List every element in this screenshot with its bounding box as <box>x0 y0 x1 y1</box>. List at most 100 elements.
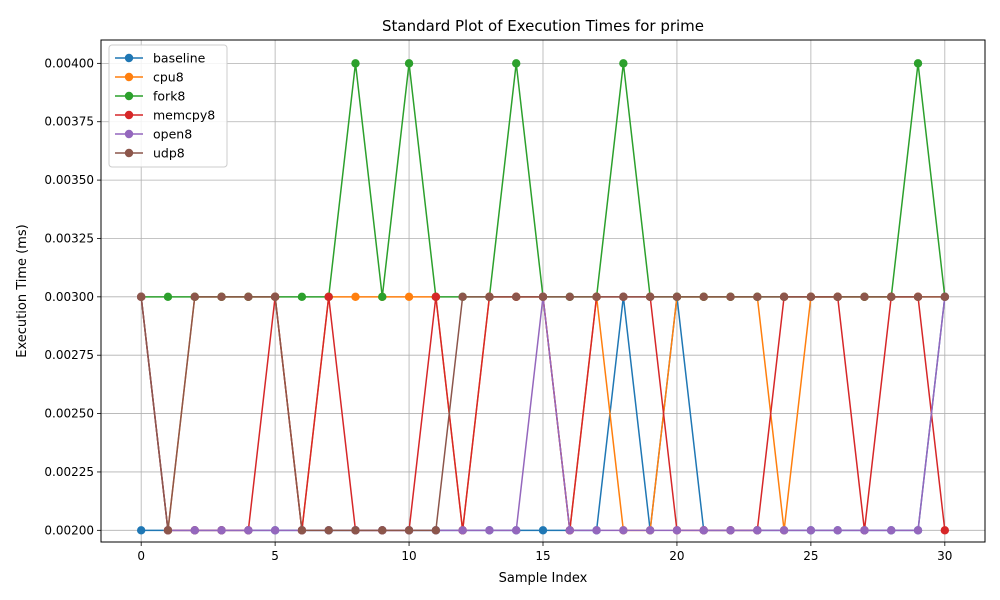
data-point-open8 <box>270 526 280 535</box>
data-point-baseline <box>136 526 146 535</box>
legend-marker-fork8 <box>124 91 134 101</box>
data-point-memcpy8 <box>431 292 441 302</box>
data-point-open8 <box>565 526 574 535</box>
data-point-open8 <box>887 526 896 535</box>
x-tick-label: 10 <box>401 549 416 563</box>
y-axis-label: Execution Time (ms) <box>15 224 30 357</box>
legend-label-cpu8: cpu8 <box>153 70 184 85</box>
data-point-memcpy8 <box>324 292 333 302</box>
data-point-open8 <box>806 526 816 535</box>
data-point-fork8 <box>619 59 628 68</box>
data-point-udp8 <box>190 292 199 302</box>
legend-label-memcpy8: memcpy8 <box>153 108 215 123</box>
data-point-udp8 <box>726 292 735 302</box>
y-tick-label: 0.00275 <box>44 348 94 362</box>
data-point-udp8 <box>136 292 146 302</box>
x-tick-label: 0 <box>137 549 145 563</box>
legend-label-udp8: udp8 <box>153 146 185 161</box>
data-point-udp8 <box>753 292 762 302</box>
data-point-udp8 <box>645 292 655 302</box>
data-point-fork8 <box>404 59 414 68</box>
data-point-open8 <box>779 526 789 535</box>
x-tick-label: 5 <box>271 549 279 563</box>
data-point-open8 <box>592 526 601 535</box>
y-tick-label: 0.00225 <box>44 465 94 479</box>
data-point-open8 <box>833 526 842 535</box>
legend-label-baseline: baseline <box>153 51 206 66</box>
data-point-udp8 <box>806 292 816 302</box>
data-point-udp8 <box>404 526 414 535</box>
data-point-udp8 <box>217 292 226 302</box>
data-point-open8 <box>244 526 253 535</box>
data-point-memcpy8 <box>940 526 950 535</box>
data-point-fork8 <box>512 59 521 68</box>
axes: 0 5 10 15 20 25 30 0.00200 0.00225 0.00250 0.00275… <box>44 56 952 563</box>
data-point-open8 <box>645 526 655 535</box>
y-tick-label: 0.00400 <box>44 56 94 70</box>
x-axis-label: Sample Index <box>499 571 588 586</box>
data-point-open8 <box>217 526 226 535</box>
data-point-udp8 <box>512 292 521 302</box>
y-tick-label: 0.00350 <box>44 173 94 187</box>
data-point-open8 <box>190 526 199 535</box>
data-point-fork8 <box>163 292 173 302</box>
legend-item-fork8: fork8 <box>115 89 185 104</box>
data-point-baseline <box>538 526 548 535</box>
data-point-open8 <box>699 526 708 535</box>
data-point-udp8 <box>297 526 307 535</box>
x-tick-label: 15 <box>535 549 550 563</box>
x-tick-label: 30 <box>937 549 952 563</box>
legend-marker-udp8 <box>124 148 134 158</box>
legend-item-udp8: udp8 <box>115 146 185 161</box>
legend-item-memcpy8: memcpy8 <box>115 108 215 123</box>
data-point-udp8 <box>913 292 923 302</box>
chart-title: Standard Plot of Execution Times for pri… <box>382 17 704 35</box>
data-point-open8 <box>672 526 682 535</box>
series-udp8 <box>136 292 950 535</box>
data-point-fork8 <box>378 292 387 302</box>
data-point-open8 <box>726 526 735 535</box>
legend-item-cpu8: cpu8 <box>115 70 184 85</box>
data-point-fork8 <box>351 59 360 68</box>
data-point-open8 <box>485 526 494 535</box>
legend: baseline cpu8 fork8 memcpy8 open8 udp8 <box>108 44 228 168</box>
data-point-udp8 <box>163 526 173 535</box>
data-point-udp8 <box>860 292 869 302</box>
data-point-open8 <box>458 526 467 535</box>
legend-item-open8: open8 <box>115 127 192 142</box>
data-point-udp8 <box>592 292 601 302</box>
legend-marker-memcpy8 <box>124 110 134 120</box>
x-tick-label: 20 <box>669 549 684 563</box>
y-tick-label: 0.00325 <box>44 231 94 245</box>
data-point-udp8 <box>244 292 253 302</box>
data-point-udp8 <box>431 526 441 535</box>
legend-marker-baseline <box>124 53 134 63</box>
data-point-cpu8 <box>404 292 414 302</box>
data-point-udp8 <box>538 292 548 302</box>
y-tick-label: 0.00200 <box>44 523 94 537</box>
legend-box <box>108 44 228 168</box>
legend-label-fork8: fork8 <box>153 89 185 104</box>
data-point-fork8 <box>913 59 923 68</box>
data-point-cpu8 <box>351 292 360 302</box>
series-layer <box>136 59 950 535</box>
data-point-udp8 <box>699 292 708 302</box>
data-point-udp8 <box>779 292 789 302</box>
data-point-udp8 <box>485 292 494 302</box>
data-point-fork8 <box>297 292 307 302</box>
data-point-udp8 <box>270 292 280 302</box>
y-tick-label: 0.00300 <box>44 290 94 304</box>
legend-marker-open8 <box>124 129 134 139</box>
legend-label-open8: open8 <box>153 127 192 142</box>
data-point-udp8 <box>887 292 896 302</box>
data-point-udp8 <box>565 292 574 302</box>
data-point-open8 <box>753 526 762 535</box>
data-point-open8 <box>913 526 923 535</box>
data-point-udp8 <box>672 292 682 302</box>
y-tick-label: 0.00250 <box>44 407 94 421</box>
data-point-udp8 <box>458 292 467 302</box>
data-point-udp8 <box>324 526 333 535</box>
data-point-udp8 <box>833 292 842 302</box>
legend-item-baseline: baseline <box>115 51 206 66</box>
data-point-open8 <box>860 526 869 535</box>
